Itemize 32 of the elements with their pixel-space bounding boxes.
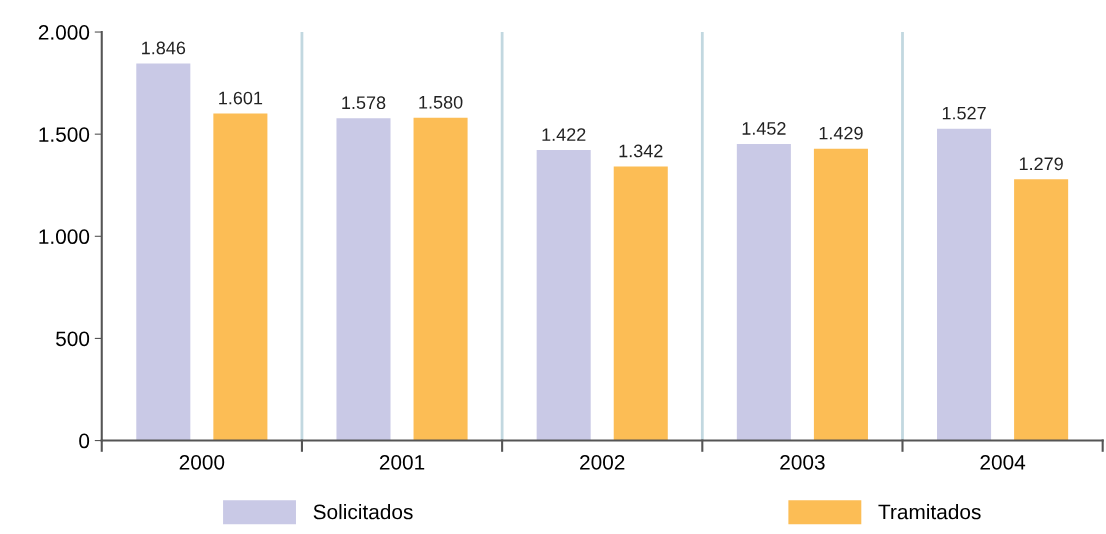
data-label: 1.342	[619, 144, 663, 158]
y-tick-label: 500	[56, 331, 90, 347]
bar	[937, 128, 992, 441]
data-label: 1.580	[419, 95, 463, 109]
data-label: 1.422	[542, 128, 586, 141]
x-tick-label: 2002	[580, 454, 625, 470]
x-tick-label: 2004	[980, 454, 1026, 470]
data-label: 1.846	[142, 41, 186, 55]
data-label: 1.601	[219, 91, 263, 105]
legend-label: Tramitados	[878, 504, 981, 520]
bar	[413, 117, 468, 441]
y-tick-label: 0	[79, 433, 90, 449]
data-label: 1.527	[942, 106, 986, 120]
bar	[813, 148, 868, 441]
data-label: 1.452	[742, 122, 786, 135]
bar	[736, 143, 791, 441]
legend-label: Solicitados	[313, 504, 413, 520]
bar	[213, 113, 268, 441]
x-tick-label: 2001	[379, 454, 425, 470]
data-label: 1.279	[1019, 157, 1063, 171]
y-tick-label: 1.000	[39, 229, 90, 245]
y-tick-label: 1.500	[39, 127, 90, 142]
x-tick-label: 2000	[179, 454, 225, 470]
bar	[613, 166, 668, 441]
x-tick-label: 2003	[780, 454, 825, 470]
data-label: 1.578	[342, 96, 386, 110]
bar	[1014, 179, 1069, 441]
bar	[136, 63, 191, 441]
bar	[536, 150, 591, 441]
bar	[336, 118, 391, 441]
y-tick-label: 2.000	[38, 25, 90, 40]
data-label: 1.429	[819, 126, 863, 140]
